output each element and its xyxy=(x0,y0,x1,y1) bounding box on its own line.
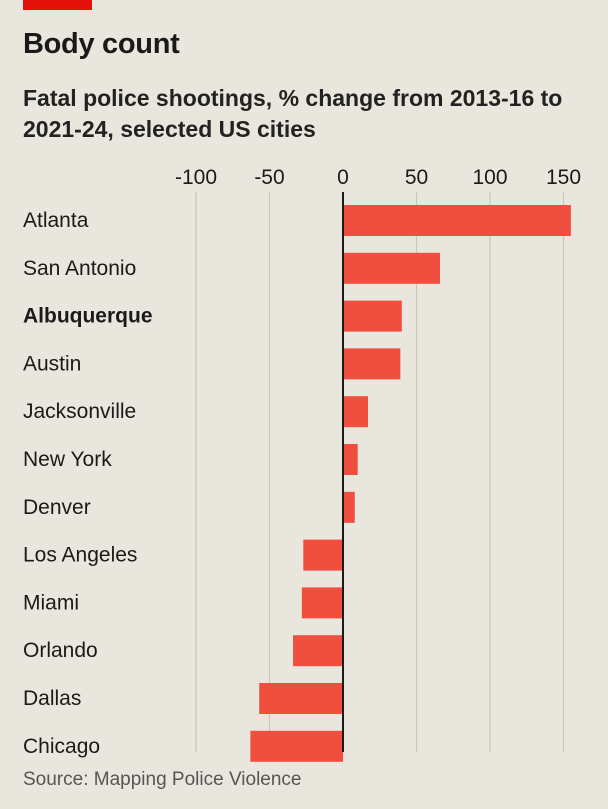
category-label: Los Angeles xyxy=(23,544,137,567)
bars xyxy=(250,205,571,762)
category-label: New York xyxy=(23,448,112,471)
brand-tag xyxy=(23,0,92,10)
source-note: Source: Mapping Police Violence xyxy=(23,769,302,790)
bar xyxy=(259,683,343,714)
category-label: Miami xyxy=(23,591,79,614)
chart-title: Body count xyxy=(23,28,180,60)
bar xyxy=(343,252,441,284)
category-labels: Atlanta San Antonio Albuquerque Austin Jacks… xyxy=(23,209,153,758)
category-label: San Antonio xyxy=(23,257,136,280)
x-tick-label: 0 xyxy=(337,166,349,189)
bar xyxy=(343,444,358,475)
bar xyxy=(343,396,368,428)
category-label: Austin xyxy=(23,352,81,375)
x-tick-label: 100 xyxy=(472,166,507,189)
bar xyxy=(343,205,571,236)
x-tick-label: 50 xyxy=(405,166,428,189)
bar xyxy=(343,491,355,523)
bar xyxy=(293,635,343,667)
x-tick-label: -100 xyxy=(175,166,217,189)
bar xyxy=(343,348,401,380)
gridlines xyxy=(195,192,565,752)
category-label: Chicago xyxy=(23,735,100,758)
x-axis-ticks: -100 -50 0 50 100 150 xyxy=(175,166,581,189)
category-label: Albuquerque xyxy=(23,305,153,328)
category-label: Dallas xyxy=(23,687,81,710)
category-label: Orlando xyxy=(23,639,98,662)
bar xyxy=(301,587,343,619)
category-label: Denver xyxy=(23,496,91,519)
x-tick-label: -50 xyxy=(254,166,284,189)
chart-subtitle: Fatal police shootings, % change from 20… xyxy=(23,85,563,142)
category-label: Atlanta xyxy=(23,209,89,232)
bar xyxy=(343,300,402,332)
bar xyxy=(250,730,343,762)
category-label: Jacksonville xyxy=(23,400,136,423)
bar xyxy=(303,539,343,571)
x-tick-label: 150 xyxy=(546,166,581,189)
